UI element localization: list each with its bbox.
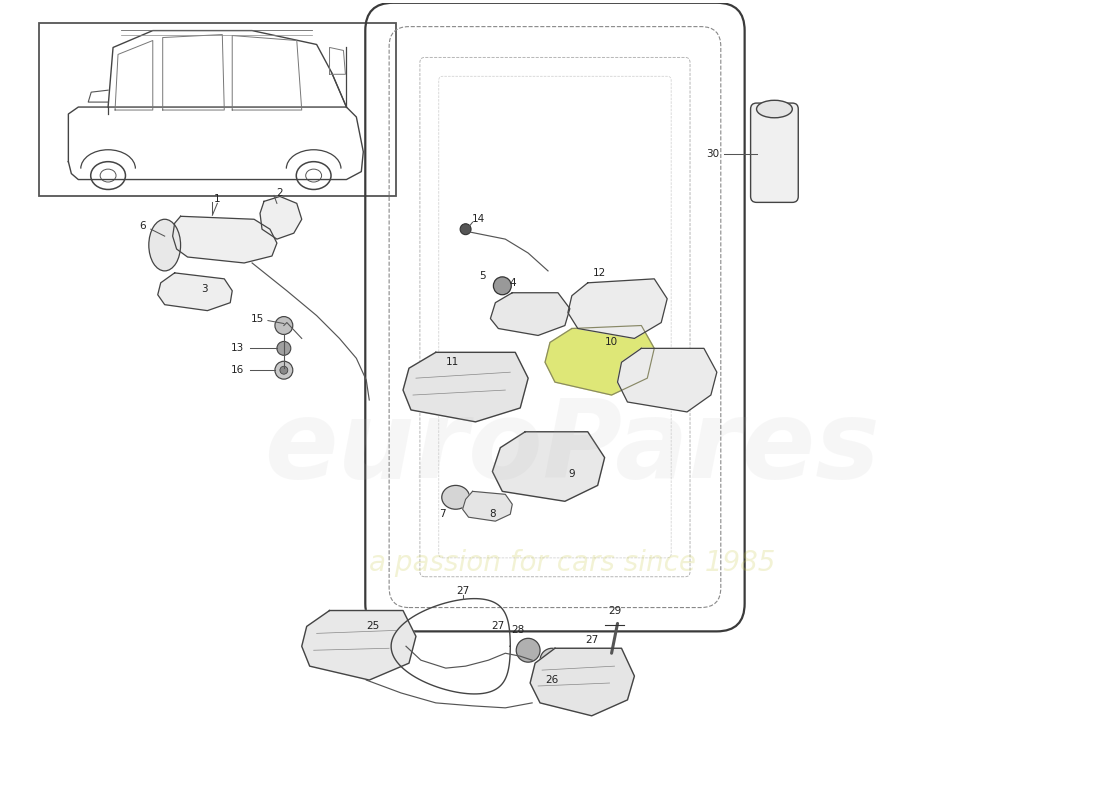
Circle shape	[540, 648, 564, 672]
Text: 28: 28	[512, 626, 525, 635]
Polygon shape	[493, 432, 605, 502]
Ellipse shape	[442, 486, 470, 510]
Circle shape	[279, 366, 288, 374]
Circle shape	[547, 654, 558, 666]
Circle shape	[516, 638, 540, 662]
Text: 12: 12	[593, 268, 606, 278]
Polygon shape	[544, 326, 654, 395]
Text: 2: 2	[276, 189, 283, 198]
Text: 13: 13	[231, 343, 244, 354]
Polygon shape	[403, 352, 528, 422]
Ellipse shape	[148, 219, 180, 271]
Text: 27: 27	[585, 635, 598, 646]
Text: 11: 11	[447, 358, 460, 367]
Circle shape	[494, 277, 512, 294]
Text: 14: 14	[472, 214, 485, 224]
Circle shape	[277, 342, 290, 355]
Polygon shape	[173, 216, 277, 263]
Text: 16: 16	[231, 366, 244, 375]
Text: 7: 7	[439, 510, 447, 519]
Text: 29: 29	[608, 606, 622, 615]
FancyBboxPatch shape	[750, 103, 799, 202]
Polygon shape	[530, 648, 635, 716]
Circle shape	[275, 317, 293, 334]
Text: a passion for cars since 1985: a passion for cars since 1985	[368, 549, 776, 577]
Text: 6: 6	[140, 222, 146, 231]
Bar	[39, 22, 396, 197]
Text: 27: 27	[456, 586, 470, 596]
Text: euroPares: euroPares	[264, 394, 880, 501]
Polygon shape	[260, 197, 301, 239]
Text: 9: 9	[569, 470, 575, 479]
Text: 5: 5	[480, 271, 486, 281]
Circle shape	[275, 362, 293, 379]
Circle shape	[460, 224, 471, 234]
Text: 25: 25	[366, 622, 379, 631]
Polygon shape	[301, 610, 416, 680]
Text: 27: 27	[492, 622, 505, 631]
Text: 10: 10	[605, 338, 618, 347]
Polygon shape	[568, 279, 668, 338]
Ellipse shape	[757, 100, 792, 118]
Polygon shape	[463, 491, 513, 521]
Text: 3: 3	[201, 284, 208, 294]
Text: 26: 26	[546, 675, 559, 685]
Text: 8: 8	[490, 510, 496, 519]
Text: 15: 15	[251, 314, 264, 323]
Text: 30: 30	[706, 149, 718, 158]
Polygon shape	[157, 273, 232, 310]
Text: 4: 4	[509, 278, 516, 288]
Text: 1: 1	[214, 194, 221, 205]
Polygon shape	[617, 348, 717, 412]
Polygon shape	[491, 293, 570, 335]
